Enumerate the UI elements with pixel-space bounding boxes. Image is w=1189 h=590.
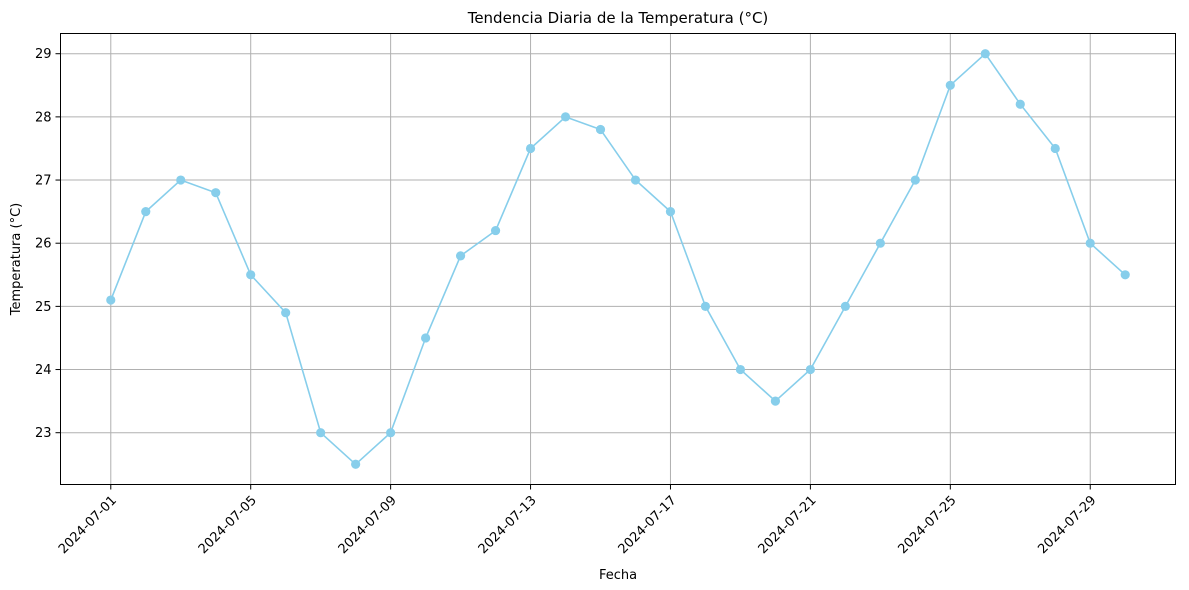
y-tick-label: 27 xyxy=(35,174,52,189)
data-point xyxy=(421,333,431,343)
x-tick-label: 2024-07-09 xyxy=(336,493,400,557)
data-point xyxy=(246,270,256,280)
data-point xyxy=(735,364,746,375)
series-line xyxy=(110,52,1126,466)
grid-lines xyxy=(60,33,1176,485)
x-tick-label: 2024-07-21 xyxy=(756,493,820,557)
data-point xyxy=(106,295,116,305)
data-point xyxy=(455,251,466,261)
data-point xyxy=(910,175,920,185)
data-point xyxy=(665,207,676,217)
x-tick-label: 2024-07-13 xyxy=(476,493,540,557)
plot-frame xyxy=(60,33,1176,485)
data-point xyxy=(1050,143,1060,154)
data-point xyxy=(560,112,571,122)
x-tick-label: 2024-07-29 xyxy=(1035,493,1099,557)
y-tick-label: 24 xyxy=(35,363,52,378)
data-point xyxy=(1120,270,1130,280)
data-point xyxy=(141,207,151,217)
x-axis-label: Fecha xyxy=(599,568,637,583)
x-tick-label: 2024-07-05 xyxy=(196,493,260,557)
data-point xyxy=(1085,238,1095,248)
axis-ticks: 2024-07-01 2024-07-05 2024-07-09 2024-07-13… xyxy=(35,47,1099,557)
y-axis-label: Temperatura (°C) xyxy=(9,203,24,316)
data-point xyxy=(525,143,536,154)
data-point xyxy=(945,80,955,90)
chart-title: Tendencia Diaria de la Temperatura (°C) xyxy=(467,9,769,27)
series-temperature xyxy=(106,49,1130,469)
data-point xyxy=(490,225,501,236)
y-tick-label: 25 xyxy=(35,300,52,315)
data-point xyxy=(281,308,291,318)
y-tick-label: 26 xyxy=(35,237,52,252)
data-point xyxy=(875,238,885,248)
data-point xyxy=(840,301,850,311)
data-point xyxy=(176,175,186,185)
data-point xyxy=(211,188,221,198)
x-tick-label: 2024-07-17 xyxy=(616,493,680,557)
y-tick-label: 29 xyxy=(35,47,52,62)
data-point xyxy=(980,49,990,59)
data-point xyxy=(351,459,361,469)
data-point xyxy=(1015,99,1025,109)
data-point xyxy=(700,301,711,311)
data-point xyxy=(316,428,326,438)
y-tick-label: 28 xyxy=(35,110,52,125)
data-point xyxy=(386,428,396,438)
data-point xyxy=(630,175,641,185)
x-tick-label: 2024-07-01 xyxy=(56,493,120,557)
x-tick-label: 2024-07-25 xyxy=(895,493,959,557)
y-tick-label: 23 xyxy=(35,426,52,441)
data-point xyxy=(595,124,606,135)
data-point xyxy=(770,396,781,406)
data-point xyxy=(805,364,815,375)
